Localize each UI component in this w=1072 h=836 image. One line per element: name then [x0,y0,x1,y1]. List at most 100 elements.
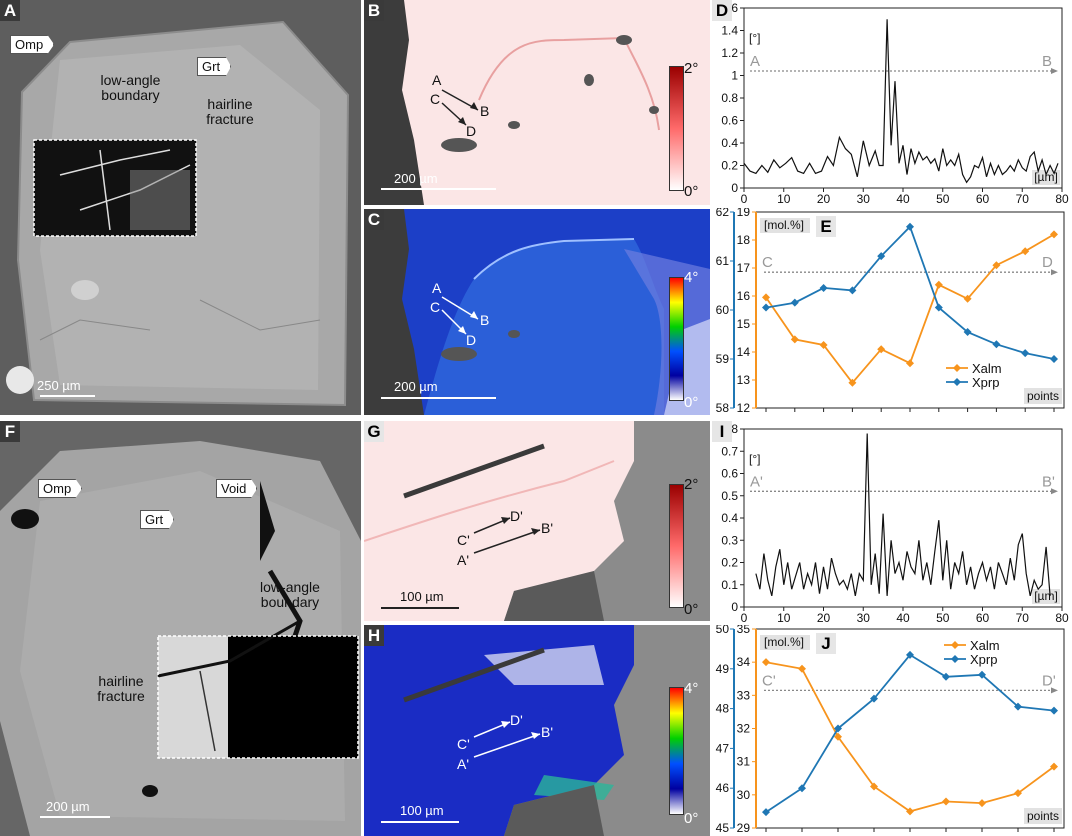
y-tick-label: 0.3 [721,533,738,547]
colorbar-g [669,484,684,608]
colorbar-min: 0° [684,183,699,200]
data-point-xalm [762,658,770,667]
point-label: B' [541,520,554,536]
profile-arrows-c [441,296,479,335]
point-label: D' [510,712,523,728]
data-point-xprp [942,672,950,681]
point-label: A [432,280,442,296]
misorientation-line [743,19,1059,184]
panel-f-image: F Omp Grt Void low-angle boundary hairli… [0,421,361,836]
y-tick-label: 0.7 [721,444,738,458]
annotation-hairline-fracture: hairline fracture [97,673,145,704]
y-tick-label: 0.2 [721,556,738,570]
xprp-axis-tick-label: 45 [716,821,730,835]
data-point-xalm [870,782,878,791]
data-point-xalm [798,664,806,673]
x-tick-label: 0 [741,192,748,206]
y-tick-label: 1.2 [721,46,738,60]
point-label: D [466,332,477,348]
misorientation-map-c [364,209,710,415]
panel-label-bg [816,216,836,237]
x-tick-label: 20 [817,192,831,206]
profile-start-label: A [750,53,760,70]
series-line-xprp [765,225,1055,360]
misorientation-map-b [364,0,660,205]
data-point-xalm [992,261,1001,270]
label-omp: Omp [38,479,83,498]
panel-g-map: C' D' A' B' G 2° 0° 100 µm [364,421,710,621]
panel-label: E [820,217,831,236]
y-tick-label: 0.4 [721,511,738,525]
x-tick-label: 80 [1055,611,1069,625]
x-axis-label: [µm] [1034,589,1058,603]
y-axis-label-bg [760,218,810,233]
xalm-axis-tick-label: 30 [737,788,751,802]
data-point-xprp [798,784,806,793]
y-axis-label: [°] [749,31,760,45]
data-point-xalm [906,807,914,816]
xprp-axis-tick-label: 61 [716,254,730,268]
x-axis-label-bg [1024,388,1062,404]
y-tick-label: 0.6 [721,467,738,481]
x-tick-label: 60 [976,611,990,625]
x-axis-label: points [1027,389,1059,403]
misorientation-line [755,433,1051,597]
legend-swatch-marker [951,655,959,663]
point-label: B [480,312,490,328]
xalm-axis-tick-label: 14 [737,345,751,359]
panel-label-bg [816,633,836,654]
data-point-xprp [1021,349,1030,358]
panel-b-map: A C B D B 2° 0° 200 µm [364,0,710,205]
profile-end-label: B' [1042,473,1055,490]
y-tick-label: 0.8 [721,91,738,105]
annotation-low-angle-boundary: low-angle boundary [100,72,161,103]
series-line-xalm [765,661,1055,813]
point-label: A' [457,756,470,772]
point-label: D' [510,508,523,524]
x-tick-label: 70 [1016,611,1030,625]
x-tick-label: 70 [1016,192,1030,206]
series-line-xprp [765,653,1055,813]
xprp-axis-tick-label: 58 [716,401,730,415]
y-tick-label: 0.2 [721,159,738,173]
data-point-xprp [1050,706,1058,715]
data-point-xprp [963,328,972,337]
x-tick-label: 30 [857,611,871,625]
point-label: A [432,72,442,88]
colorbar-c [669,277,684,401]
data-point-xprp [848,286,857,295]
scale-label: 100 µm [400,803,444,818]
point-label: C [430,91,441,107]
legend-swatch-marker [951,641,959,649]
profile-end-label: D [1042,254,1053,271]
xalm-axis-tick-label: 16 [737,289,751,303]
panel-c-map: A C B D C 4° 0° 200 µm [364,209,710,415]
panel-label-c: C [364,209,384,230]
colorbar-min: 0° [684,810,699,827]
point-label: B' [541,724,554,740]
profile-start-label: C' [762,672,776,689]
misorientation-map-g [364,421,710,621]
y-tick-label: 0 [731,181,738,195]
xalm-axis-tick-label: 32 [737,722,751,736]
profile-arrows-h [473,721,541,758]
legend-entry: Xalm [972,361,1002,376]
colorbar-max: 2° [684,60,699,77]
panel-label: I [720,422,725,441]
scale-bar [40,816,110,818]
panel-label-bg [712,0,732,21]
data-point-xalm [877,345,886,354]
profile-arrows-b [441,89,479,126]
data-point-xprp [870,694,878,703]
scale-label: 200 µm [394,379,438,394]
label-grt: Grt [140,510,175,529]
xalm-axis-tick-label: 12 [737,401,751,415]
x-tick-label: 20 [817,611,831,625]
garnet-grain-f [0,441,361,836]
x-axis-label-bg [1032,170,1060,185]
y-tick-label: 0.6 [721,114,738,128]
x-tick-label: 40 [896,611,910,625]
chart-e-composition: 12 13 14 15 16 17 18 19 58 59 60 61 62 [mol.%] C D XalmX… [716,208,1065,415]
y-axis-label: [mol.%] [764,218,804,232]
x-axis-label: [µm] [1034,170,1058,184]
